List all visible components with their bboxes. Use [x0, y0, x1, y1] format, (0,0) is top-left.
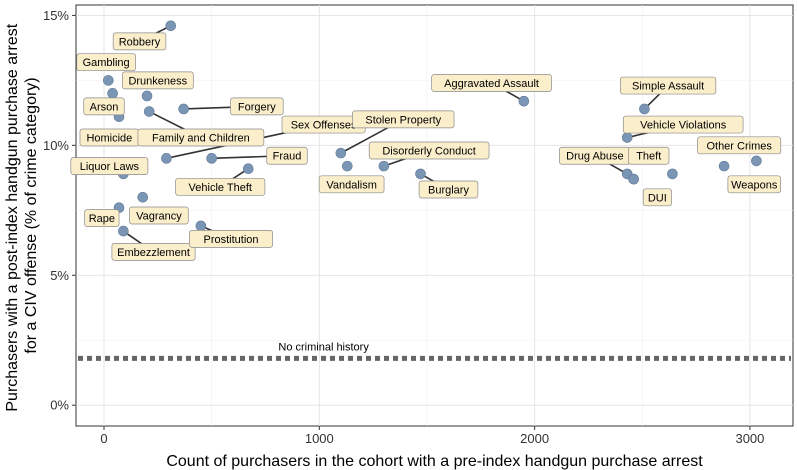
point-label-box: [189, 230, 273, 248]
data-point: [242, 163, 254, 175]
point-label: Sex Offenses: [291, 120, 357, 132]
point-label-box: [642, 188, 672, 207]
point-label: Prostitution: [204, 234, 259, 246]
x-tick-label: 3000: [735, 431, 764, 446]
point-label: Rape: [89, 213, 115, 225]
point-label: Embezzlement: [117, 247, 190, 259]
data-point: [165, 20, 177, 32]
labels-layer: Robbery Gambling Drunkeness Arson Forgery Hom…: [70, 32, 782, 261]
data-point: [415, 168, 426, 180]
data-point: [137, 192, 149, 203]
point-label-box: [318, 175, 385, 194]
point-label-box: [431, 74, 552, 92]
y-tick-label: 10%: [43, 138, 69, 153]
y-axis-title: Purchasers with a post-index handgun pur…: [4, 19, 40, 411]
data-point: [335, 147, 347, 159]
y-axis-title-line-1: Purchasers with a post-index handgun pur…: [4, 23, 21, 411]
point-label-box: [697, 136, 782, 155]
point-label-box: [418, 180, 479, 199]
data-point: [718, 160, 730, 172]
point-label: Family and Children: [152, 133, 250, 145]
point-label: Homicide: [86, 133, 132, 145]
x-tick-label: 2000: [520, 431, 549, 446]
point-label: Robbery: [119, 36, 161, 48]
point-label: DUI: [648, 192, 667, 204]
data-point: [621, 132, 633, 143]
point-label: Vehicle Violations: [640, 120, 727, 132]
point-label: Simple Assault: [632, 81, 704, 93]
data-point: [639, 103, 650, 115]
point-label: Fraud: [273, 151, 302, 163]
data-point: [107, 88, 118, 99]
data-point: [341, 160, 353, 172]
data-point: [178, 103, 189, 115]
point-label: Vagrancy: [136, 211, 182, 223]
point-label: Liquor Laws: [80, 161, 140, 173]
axes-layer: 0 1000 2000 3000 0% 5% 10% 15%: [43, 8, 764, 446]
point-label-box: [628, 146, 670, 165]
point-label-box: [84, 209, 120, 227]
point-label-box: [352, 110, 455, 129]
y-tick-label: 15%: [43, 8, 69, 23]
y-tick-label: 0%: [50, 398, 69, 413]
point-label: Gambling: [83, 57, 130, 69]
data-point: [628, 173, 639, 185]
point-label-box: [129, 206, 189, 225]
point-label: Other Crimes: [706, 140, 772, 152]
point-label: Drug Abuse: [566, 151, 623, 163]
y-axis-title-line-2: for a CIV offense (% of crime category): [23, 77, 40, 353]
point-label-box: [121, 71, 194, 90]
data-point: [378, 160, 390, 172]
reference-line-label: No criminal history: [278, 341, 369, 353]
x-tick-label: 1000: [305, 431, 334, 446]
point-label-box: [76, 53, 136, 72]
point-label-box: [111, 243, 196, 261]
point-label: Stolen Property: [365, 114, 441, 126]
point-label: Vehicle Theft: [189, 182, 252, 194]
point-label-box: [112, 32, 167, 51]
point-label: Forgery: [238, 101, 276, 113]
point-label: Disorderly Conduct: [382, 146, 476, 158]
points-layer: [102, 20, 762, 237]
data-point: [667, 168, 678, 180]
x-tick-label: 0: [100, 431, 107, 446]
point-label: Aggravated Assault: [444, 78, 539, 90]
data-point: [751, 155, 762, 167]
y-tick-label: 5%: [50, 268, 69, 283]
data-point: [102, 75, 114, 86]
point-label-box: [83, 97, 125, 116]
data-point: [143, 106, 155, 117]
point-label-box: [622, 115, 744, 134]
point-label-box: [137, 128, 265, 147]
data-point: [118, 225, 129, 237]
x-axis-title: Count of purchasers in the cohort with a…: [166, 453, 703, 470]
point-label-box: [620, 76, 717, 95]
data-point: [141, 90, 153, 102]
reference-layer: No criminal history: [78, 341, 791, 361]
point-label-box: [175, 178, 266, 196]
point-label-box: [727, 175, 781, 194]
point-label: Theft: [636, 151, 661, 163]
point-label-box: [266, 146, 308, 165]
data-point: [206, 153, 217, 164]
point-label: Weapons: [731, 179, 778, 191]
data-point: [161, 153, 172, 164]
point-label: Burglary: [428, 185, 469, 197]
data-point: [195, 220, 207, 232]
data-point: [518, 95, 530, 107]
point-label-box: [230, 97, 284, 116]
point-label: Vandalism: [326, 179, 377, 191]
point-label: Arson: [90, 101, 119, 113]
point-label-box: [70, 157, 149, 175]
point-label: Drunkeness: [128, 75, 187, 87]
point-label-box: [368, 141, 490, 160]
